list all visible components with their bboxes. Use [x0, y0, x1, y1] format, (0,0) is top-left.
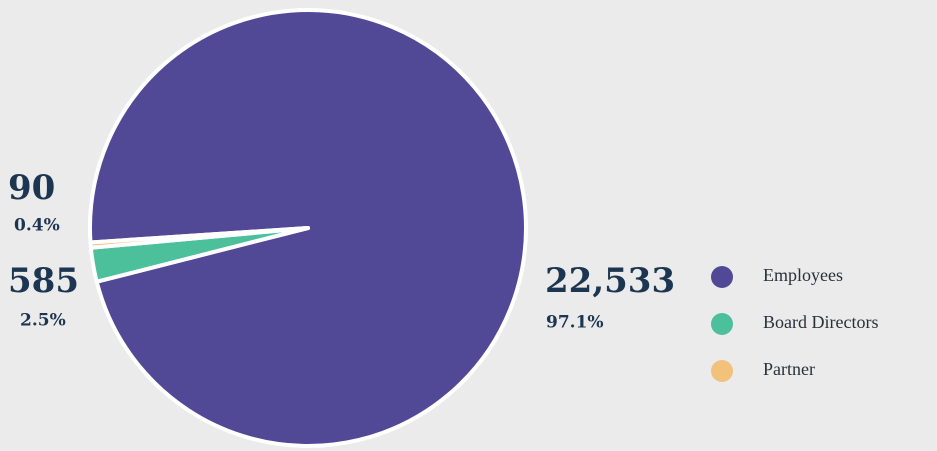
percent-label: 97.1% [546, 313, 604, 333]
legend-marker [711, 266, 733, 288]
legend-marker [711, 313, 733, 335]
legend-label: Employees [763, 265, 843, 285]
legend-marker [711, 360, 733, 382]
value-label: 90 [8, 168, 55, 208]
legend-label: Board Directors [763, 312, 878, 332]
percent-label: 0.4% [14, 216, 60, 236]
value-label: 585 [8, 261, 79, 301]
percent-label: 2.5% [20, 311, 66, 331]
legend-label: Partner [763, 359, 815, 379]
value-label: 22,533 [545, 261, 675, 301]
pie-slice [88, 226, 310, 250]
